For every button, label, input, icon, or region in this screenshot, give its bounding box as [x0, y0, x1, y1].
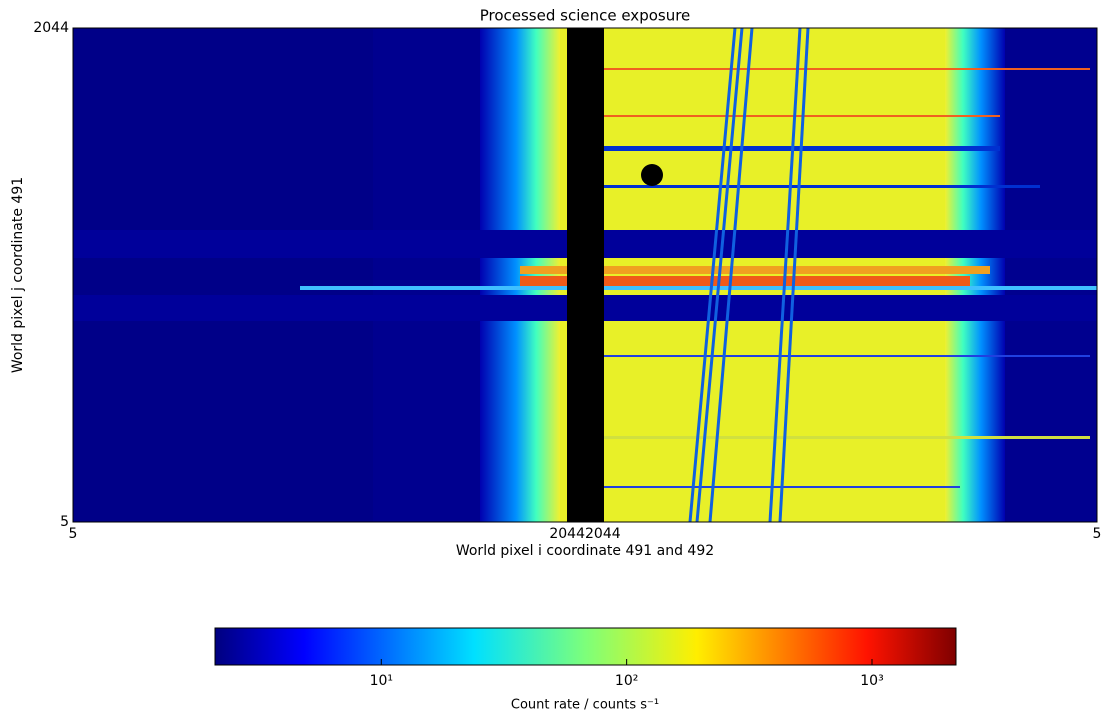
- x-axis-label: World pixel i coordinate 491 and 492: [456, 543, 714, 559]
- x-tick-label: 5: [69, 526, 78, 542]
- x-tick-label: 2044: [549, 526, 585, 542]
- colorbar-label: Count rate / counts s⁻¹: [511, 698, 659, 713]
- y-tick-label: 2044: [33, 20, 69, 36]
- x-tick-label: 5: [1093, 526, 1102, 542]
- x-tick-label: 2044: [585, 526, 621, 542]
- colorbar-tick-label: 10¹: [370, 673, 393, 689]
- y-tick-label: 5: [60, 514, 69, 530]
- chart-title: Processed science exposure: [480, 7, 691, 25]
- colorbar-tick-label: 10²: [615, 673, 638, 689]
- colorbar-tick-label: 10³: [860, 673, 883, 689]
- y-axis-label: World pixel j coordinate 491: [10, 177, 26, 373]
- image: [73, 28, 1097, 522]
- colorbar: [214, 627, 957, 666]
